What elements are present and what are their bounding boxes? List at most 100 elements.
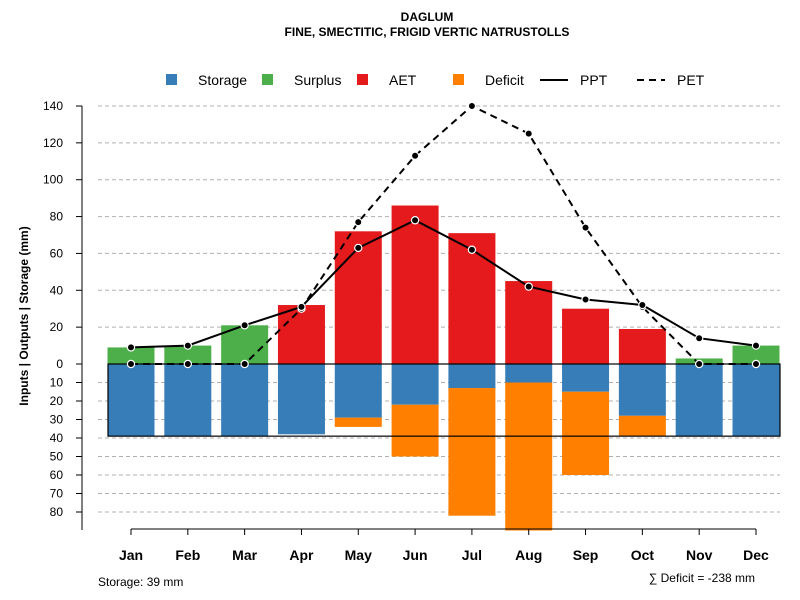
surplus-bar [732, 345, 780, 364]
storage-bar [277, 364, 325, 435]
y-tick-label: 140 [43, 99, 63, 113]
aet-bar [448, 233, 496, 364]
y-tick-label: 60 [50, 468, 64, 482]
y-tick-label: 0 [56, 357, 63, 371]
axes: 0 20 40 60 80 100 120 140 10 20 30 40 50 60 70 80 Jan Feb… [43, 99, 769, 563]
x-tick-label-aug: Aug [515, 547, 542, 563]
ppt-line-point [581, 295, 590, 304]
ppt-line-point [467, 245, 477, 254]
storage-footer: Storage: 39 mm [98, 575, 183, 589]
x-tick-label-jan: Jan [119, 547, 143, 563]
pet-line-point [524, 129, 533, 138]
storage-bar [221, 364, 269, 437]
y-tick-label: 100 [43, 173, 63, 187]
y-tick-label: 40 [50, 431, 64, 445]
y-tick-label: 10 [50, 376, 64, 390]
ppt-line-point [751, 341, 761, 350]
x-tick-label-mar: Mar [232, 547, 257, 563]
deficit-bar [334, 417, 382, 427]
storage-bar [562, 364, 610, 392]
legend-label-surplus: Surplus [294, 72, 341, 88]
chart-title: DAGLUM [401, 10, 454, 24]
pet-line-point [354, 217, 363, 227]
x-tick-label-jun: Jun [403, 547, 428, 563]
deficit-bar [618, 415, 666, 437]
ppt-line-point [240, 321, 249, 330]
aet-bar [505, 281, 553, 364]
aet-bar [277, 305, 325, 364]
storage-bar [675, 364, 723, 437]
storage-bar [391, 364, 439, 405]
storage-bar [618, 364, 666, 416]
x-tick-label-apr: Apr [289, 547, 314, 563]
legend-swatch-deficit [453, 74, 464, 85]
pet-line [131, 104, 756, 365]
aet-bar [562, 308, 610, 364]
x-tick-label-jul: Jul [462, 547, 482, 563]
y-tick-label: 30 [50, 413, 64, 427]
legend-label-storage: Storage [198, 72, 247, 88]
x-tick-label-may: May [345, 547, 372, 563]
gridlines [98, 105, 780, 513]
x-tick-label-sep: Sep [573, 547, 599, 563]
ppt-line-point [183, 341, 193, 350]
y-tick-label: 50 [50, 450, 64, 464]
legend-swatch-aet [357, 74, 368, 85]
legend-label-aet: AET [389, 72, 417, 88]
legend-label-pet: PET [677, 72, 705, 88]
y-axis-label: Inputs | Outputs | Storage (mm) [17, 226, 31, 405]
pet-line-point [126, 359, 136, 369]
ppt-line-point [297, 302, 306, 312]
storage-bar [107, 364, 155, 437]
legend-swatch-storage [166, 74, 177, 85]
y-tick-label: 70 [50, 487, 64, 501]
storage-bar [334, 364, 382, 418]
storage-bar [732, 364, 780, 437]
x-tick-label-oct: Oct [631, 547, 655, 563]
x-tick-label-nov: Nov [686, 547, 713, 563]
aet-bar [334, 231, 382, 364]
deficit-bar [448, 388, 496, 516]
ppt-line-point [638, 300, 647, 310]
bars [107, 205, 781, 531]
ppt-line-point [410, 216, 420, 225]
pet-line-point [240, 359, 249, 369]
pet-line-point [694, 359, 704, 369]
legend-label-ppt: PPT [580, 72, 608, 88]
ppt-line [130, 219, 757, 349]
deficit-bar [505, 382, 553, 531]
ppt-line-point [524, 282, 533, 291]
pet-line-point [467, 101, 477, 111]
ppt-line-point [354, 243, 363, 253]
deficit-bar [562, 391, 610, 475]
deficit-bar [391, 404, 439, 457]
y-tick-label: 80 [50, 210, 64, 224]
legend: Storage Surplus AET Deficit PPT PET [166, 72, 705, 88]
pet-line-point [183, 359, 193, 369]
surplus-bar [164, 345, 212, 364]
x-tick-label-dec: Dec [743, 547, 769, 563]
x-tick-label-feb: Feb [175, 547, 200, 563]
storage-bar [164, 364, 212, 437]
aet-bar [391, 205, 439, 364]
y-tick-label: 20 [50, 320, 64, 334]
pet-line-point [410, 151, 420, 160]
chart-subtitle: FINE, SMECTITIC, FRIGID VERTIC NATRUSTOL… [285, 25, 570, 39]
ppt-line-point [694, 334, 704, 343]
storage-bar [505, 364, 553, 383]
legend-label-deficit: Deficit [485, 72, 524, 88]
aet-bar [618, 328, 666, 364]
storage-bar [448, 364, 496, 389]
pet-line-point [581, 223, 590, 232]
surplus-bar [107, 347, 155, 364]
y-tick-label: 80 [50, 505, 64, 519]
lines [126, 101, 761, 369]
ppt-line-point [126, 343, 136, 352]
y-tick-label: 120 [43, 136, 63, 150]
y-tick-label: 60 [50, 246, 64, 260]
deficit-footer: ∑ Deficit = -238 mm [649, 571, 755, 585]
y-tick-label: 20 [50, 394, 64, 408]
y-tick-label: 40 [50, 283, 64, 297]
legend-swatch-surplus [262, 74, 273, 85]
